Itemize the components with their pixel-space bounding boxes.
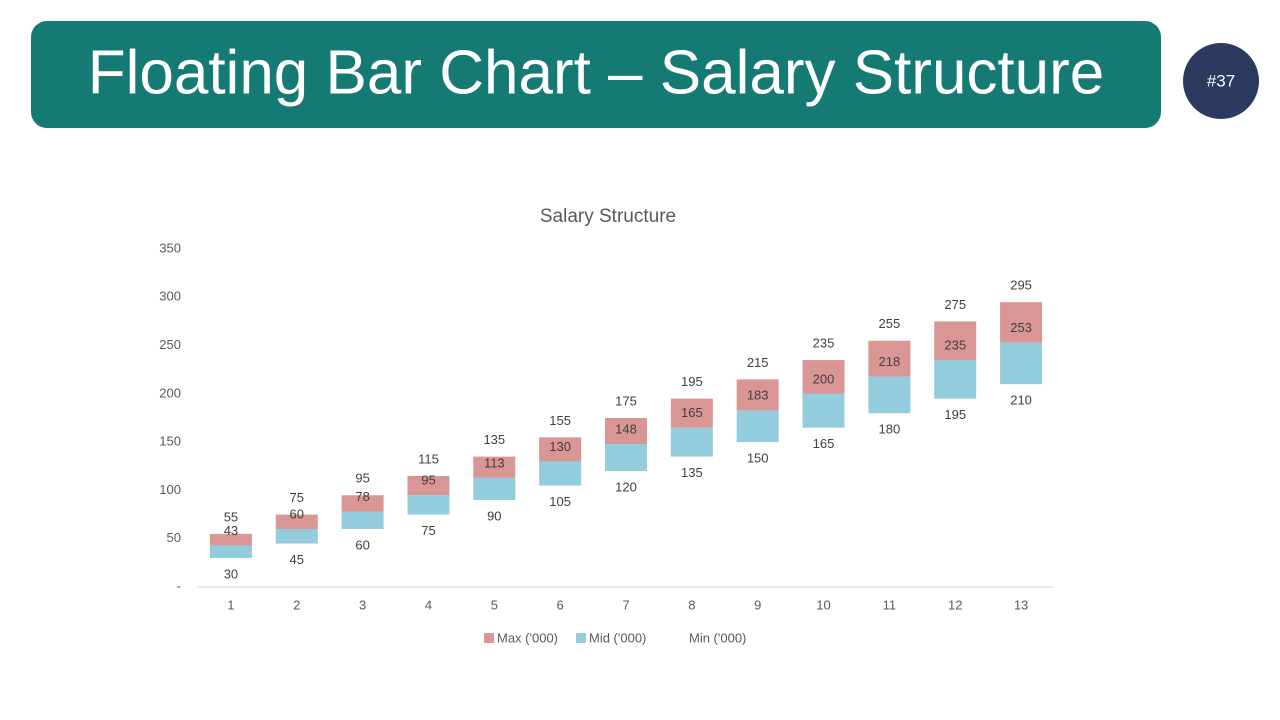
mid-bar [473, 477, 516, 501]
badge-text: #37 [1207, 71, 1235, 90]
title-banner [31, 21, 1161, 128]
max-label: 95 [355, 471, 369, 486]
x-tick-label: 11 [883, 597, 897, 612]
min-label: 165 [813, 436, 835, 451]
legend-label: Min ('000) [689, 630, 746, 645]
chart-title: Salary Structure [540, 206, 676, 227]
max-bar [473, 456, 516, 478]
x-tick-label: 7 [622, 597, 629, 612]
min-label: 105 [549, 494, 571, 509]
mid-label: 148 [615, 422, 637, 437]
min-label: 60 [355, 537, 369, 552]
min-label: 75 [421, 523, 435, 538]
max-label: 215 [747, 355, 769, 370]
mid-label: 43 [224, 523, 238, 538]
mid-label: 235 [944, 337, 966, 352]
min-label: 30 [224, 566, 238, 581]
max-label: 295 [1010, 278, 1032, 293]
x-tick-label: 3 [359, 597, 366, 612]
max-label: 195 [681, 374, 703, 389]
mid-bar [802, 393, 845, 428]
max-label: 275 [944, 297, 966, 312]
mid-bar [670, 427, 713, 457]
max-label: 155 [549, 413, 571, 428]
legend-label: Max ('000) [497, 630, 558, 645]
max-bar [670, 398, 713, 428]
mid-label: 78 [355, 489, 369, 504]
max-bar [868, 340, 911, 377]
x-tick-label: 8 [688, 597, 695, 612]
y-tick-label: 100 [159, 482, 181, 497]
max-bar [736, 379, 779, 411]
mid-label: 253 [1010, 320, 1032, 335]
mid-label: 113 [484, 455, 505, 470]
legend-label: Mid ('000) [589, 630, 646, 645]
mid-bar [736, 410, 779, 443]
y-tick-label: 50 [167, 530, 181, 545]
mid-label: 60 [290, 506, 304, 521]
legend-swatch [484, 633, 494, 643]
max-bar [341, 495, 384, 512]
max-bar [605, 418, 647, 445]
min-label: 180 [879, 422, 901, 437]
max-label: 175 [615, 393, 637, 408]
y-tick-label: 200 [159, 385, 181, 400]
max-bar [1000, 302, 1043, 343]
mid-bar [934, 360, 977, 399]
mid-bar [539, 461, 582, 486]
max-label: 55 [224, 509, 238, 524]
max-label: 255 [879, 316, 901, 331]
mid-label: 218 [879, 354, 901, 369]
min-label: 45 [290, 552, 304, 567]
mid-bar [1000, 342, 1043, 385]
max-bar [407, 475, 450, 496]
max-bar [539, 437, 582, 462]
x-tick-label: 5 [491, 597, 498, 612]
max-bar [209, 533, 252, 546]
y-tick-label: 150 [159, 434, 181, 449]
x-tick-label: 12 [948, 597, 962, 612]
badge [1183, 43, 1259, 119]
min-label: 90 [487, 509, 501, 524]
mid-bar [209, 545, 252, 559]
mid-label: 200 [813, 371, 835, 386]
min-label: 150 [747, 451, 769, 466]
legend-swatch [576, 633, 586, 643]
mid-label: 95 [421, 473, 435, 488]
x-tick-label: 6 [557, 597, 564, 612]
y-tick-label: - [177, 578, 181, 593]
y-tick-label: 300 [159, 289, 181, 304]
x-tick-label: 13 [1014, 597, 1028, 612]
min-label: 210 [1010, 393, 1032, 408]
max-bar [275, 514, 318, 530]
max-label: 235 [813, 335, 835, 350]
x-tick-label: 9 [754, 597, 761, 612]
mid-label: 165 [681, 405, 703, 420]
max-bar [934, 321, 977, 361]
mid-label: 183 [747, 388, 769, 403]
x-tick-label: 1 [227, 597, 234, 612]
y-tick-label: 350 [159, 240, 181, 255]
max-label: 135 [483, 432, 505, 447]
x-tick-label: 2 [293, 597, 300, 612]
min-label: 195 [944, 407, 966, 422]
max-bar [802, 360, 845, 394]
x-tick-label: 4 [425, 597, 432, 612]
max-label: 75 [290, 490, 304, 505]
mid-bar [341, 511, 384, 530]
min-label: 120 [615, 480, 637, 495]
y-tick-label: 250 [159, 337, 181, 352]
mid-bar [275, 529, 318, 544]
mid-bar [407, 495, 450, 515]
mid-bar [605, 444, 647, 472]
min-label: 135 [681, 465, 703, 480]
mid-label: 130 [549, 439, 571, 454]
max-label: 115 [418, 451, 439, 466]
slide-title: Floating Bar Chart – Salary Structure [88, 38, 1105, 107]
mid-bar [868, 376, 911, 414]
x-tick-label: 10 [816, 597, 830, 612]
